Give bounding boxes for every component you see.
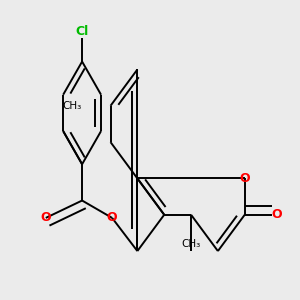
Text: Cl: Cl bbox=[76, 25, 89, 38]
Text: O: O bbox=[272, 208, 282, 221]
Text: CH₃: CH₃ bbox=[182, 239, 201, 250]
Text: O: O bbox=[107, 212, 117, 224]
Text: O: O bbox=[40, 212, 51, 224]
Text: CH₃: CH₃ bbox=[63, 101, 82, 111]
Text: O: O bbox=[239, 172, 250, 185]
